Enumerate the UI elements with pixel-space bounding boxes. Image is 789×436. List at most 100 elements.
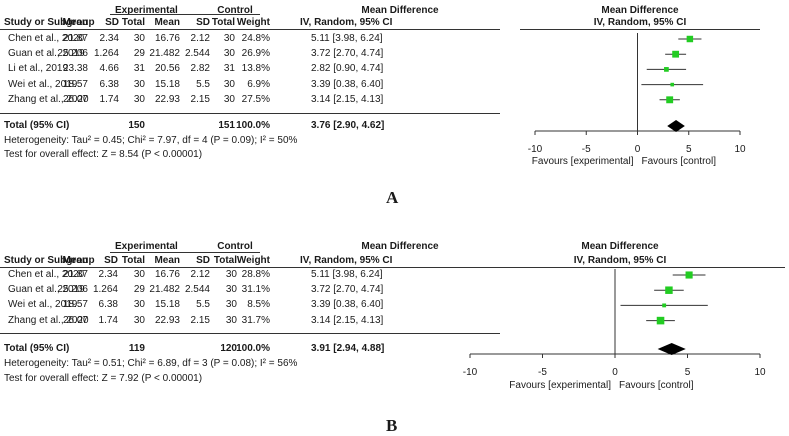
- effect-marker: [666, 96, 674, 104]
- weight-header: Weight: [236, 17, 270, 28]
- exp-sd-value: 1.264: [92, 284, 118, 296]
- effect-marker: [686, 35, 694, 43]
- header-rule: [0, 267, 500, 268]
- ctl-mean-value: 22.93: [154, 93, 180, 105]
- ctl-sd-header: SD: [196, 17, 210, 28]
- weight-value: 24.8%: [241, 33, 270, 44]
- exp-sd-value: 4.66: [99, 63, 119, 75]
- exp-mean-value: 25.206: [57, 48, 88, 60]
- rows-bottom-rule: [0, 333, 500, 334]
- effect-marker: [672, 50, 680, 58]
- panel-label: B: [386, 416, 398, 435]
- exp-sd-value: 1.264: [93, 48, 119, 60]
- x-tick-label: -10: [528, 144, 543, 155]
- forest-plot-panel-a: Experimental Control Mean Difference Study …: [0, 0, 789, 216]
- total-label: Total (95% CI): [4, 120, 70, 131]
- exp-total-sum: 150: [128, 120, 145, 131]
- weight-value: 13.8%: [241, 63, 270, 75]
- study-column-header: Study or Subgroup: [4, 17, 95, 28]
- ci-value: 2.82 [0.90, 4.74]: [311, 63, 384, 75]
- experimental-header-underline: [110, 14, 205, 15]
- ctl-total-value: 30: [223, 78, 235, 90]
- ctl-total-header: Total: [213, 255, 237, 266]
- exp-mean-value: 26.07: [62, 93, 88, 105]
- ctl-total-value: 30: [225, 269, 237, 280]
- study-column-header: Study or Subgroup: [4, 255, 95, 266]
- overall-effect-text: Test for overall effect: Z = 7.92 (P < 0…: [4, 373, 203, 384]
- control-header: Control: [217, 241, 253, 252]
- exp-mean-header: Mean: [62, 17, 88, 28]
- exp-sd-value: 2.34: [98, 269, 118, 280]
- x-tick-label: -5: [538, 367, 547, 378]
- exp-total-value: 30: [133, 269, 145, 280]
- ctl-sd-value: 2.15: [190, 93, 210, 105]
- ctl-sd-header: SD: [196, 255, 210, 266]
- exp-mean-value: 18.57: [62, 78, 88, 90]
- plot-header-rule: [520, 29, 760, 30]
- ctl-sd-value: 2.544: [184, 48, 210, 60]
- ctl-total-value: 30: [223, 33, 235, 44]
- ctl-sd-value: 2.544: [184, 284, 210, 296]
- exp-total-value: 30: [133, 78, 145, 90]
- exp-total-value: 30: [133, 314, 145, 326]
- plot-subtitle: IV, Random, 95% CI: [573, 255, 667, 266]
- exp-sd-value: 6.38: [99, 78, 119, 90]
- effect-marker: [656, 316, 665, 325]
- favours-experimental-label: Favours [experimental]: [509, 380, 611, 391]
- x-tick-label: -10: [463, 367, 478, 378]
- ctl-mean-header: Mean: [154, 17, 180, 28]
- exp-total-value: 29: [133, 48, 145, 60]
- heterogeneity-text: Heterogeneity: Tau² = 0.45; Chi² = 7.97,…: [4, 135, 298, 146]
- exp-mean-value: 26.07: [62, 314, 88, 326]
- ci-value: 5.11 [3.98, 6.24]: [311, 269, 383, 280]
- ctl-mean-value: 21.482: [149, 48, 180, 60]
- ctl-sd-value: 2.12: [190, 269, 210, 280]
- study-name: Guan et al., 2019: [8, 284, 85, 296]
- exp-sd-value: 1.74: [99, 93, 119, 105]
- total-ci: 3.91 [2.94, 4.88]: [311, 343, 385, 354]
- exp-mean-value: 21.87: [62, 269, 88, 280]
- x-tick-label: 10: [734, 144, 746, 155]
- weight-value: 8.5%: [247, 299, 270, 311]
- exp-total-value: 30: [133, 33, 145, 44]
- study-name: Wei et al., 2019: [8, 78, 78, 90]
- weight-value: 26.9%: [241, 48, 270, 60]
- ci-header: IV, Random, 95% CI: [300, 17, 393, 28]
- favours-experimental-label: Favours [experimental]: [532, 156, 634, 167]
- plot-title: Mean Difference: [601, 5, 679, 16]
- plot-subtitle: IV, Random, 95% CI: [593, 17, 687, 28]
- ci-value: 3.72 [2.70, 4.74]: [311, 48, 384, 60]
- control-header-underline: [180, 14, 260, 15]
- forest-plot-svg: -10 -5 0 5 10 Favours [experimental] Favours […: [528, 33, 746, 167]
- total-ci: 3.76 [2.90, 4.62]: [311, 120, 385, 131]
- effect-marker: [670, 82, 675, 87]
- ctl-total-value: 30: [225, 299, 237, 311]
- exp-mean-value: 18.57: [62, 299, 88, 311]
- effect-marker: [685, 271, 693, 279]
- ctl-sd-value: 2.15: [190, 314, 210, 326]
- ctl-total-sum: 120: [220, 343, 237, 354]
- exp-sd-value: 2.34: [99, 33, 119, 44]
- effect-marker: [662, 303, 667, 308]
- ctl-mean-value: 15.18: [154, 78, 180, 90]
- ctl-total-value: 31: [223, 63, 235, 75]
- ctl-total-value: 30: [223, 48, 235, 60]
- plot-header-rule: [455, 267, 785, 268]
- panel-label: A: [386, 188, 399, 207]
- ctl-mean-value: 16.76: [154, 269, 180, 280]
- ctl-mean-value: 21.482: [149, 284, 180, 296]
- weight-value: 6.9%: [247, 78, 270, 90]
- ctl-mean-value: 16.76: [154, 33, 180, 44]
- weight-value: 28.8%: [241, 269, 270, 280]
- ctl-sd-value: 2.12: [190, 33, 210, 44]
- control-header-underline: [180, 252, 260, 253]
- pooled-effect-diamond: [657, 343, 686, 355]
- ctl-sd-value: 5.5: [196, 78, 210, 90]
- x-tick-label: 10: [754, 367, 766, 378]
- x-tick-label: 0: [635, 144, 641, 155]
- exp-mean-value: 25.206: [57, 284, 88, 296]
- study-name: Chen et al., 2020: [8, 269, 85, 280]
- exp-total-value: 30: [133, 93, 145, 105]
- favours-control-label: Favours [control]: [642, 156, 717, 167]
- pooled-effect-diamond: [667, 120, 685, 132]
